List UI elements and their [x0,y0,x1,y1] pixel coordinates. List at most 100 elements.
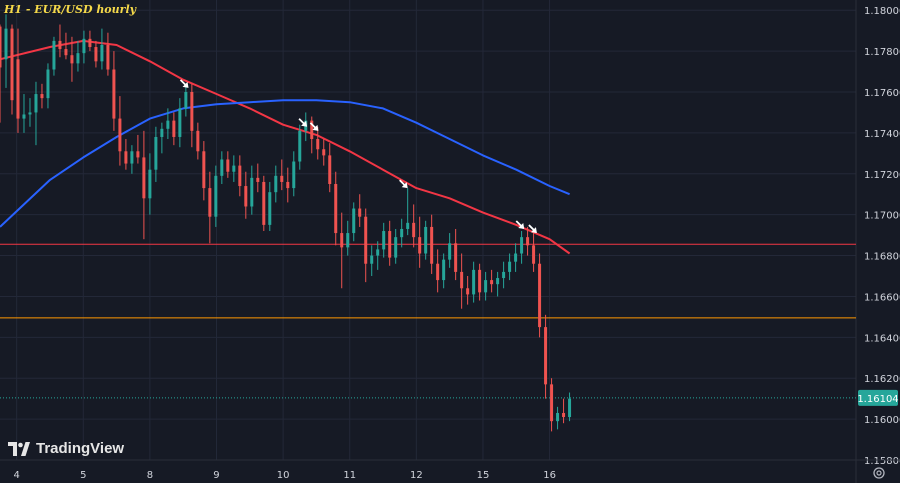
candle-body [352,208,356,234]
candle-up [52,36,56,76]
candle-down [286,167,290,203]
candle-body [160,128,164,137]
candle-body [562,412,566,418]
candle-body [142,157,146,199]
candle-down [64,32,68,60]
candle-up [268,181,272,232]
candle-body [544,327,548,385]
candle-down [208,171,212,244]
candle-down [142,130,146,240]
y-tick-label: 1.17400 [864,129,900,140]
candle-body [508,261,512,272]
candle-down [106,32,110,76]
candle-down [466,276,470,305]
candle-down [16,28,20,133]
x-tick-label: 4 [13,470,19,481]
candle-body [478,269,482,293]
candle-body [526,237,530,246]
candle-down [112,51,116,131]
candle-body [268,192,272,225]
candle-body [502,271,506,279]
y-tick-label: 1.16400 [864,333,900,344]
candle-down [136,134,140,164]
candle-body [316,139,320,150]
candle-down [550,378,554,432]
brand-name: TradingView [36,440,125,457]
candle-body [442,259,446,281]
gear-icon[interactable] [872,466,886,480]
y-tick-label: 1.16200 [864,374,900,385]
candle-up [508,253,512,281]
candle-up [214,165,218,227]
candle-down [196,122,200,160]
candle-body [172,120,176,137]
candle-body [208,188,212,217]
candle-body [46,69,50,99]
candle-body [298,130,302,162]
candle-up [28,98,32,127]
candle-body [76,53,80,64]
candle-body [16,59,20,119]
candle-body [136,151,140,158]
candle-down [430,214,434,274]
candle-up [148,153,152,215]
x-tick-label: 12 [410,470,423,481]
candle-down [340,212,344,289]
annotation-arrow [309,122,319,131]
annotation-arrow [515,220,525,229]
candle-body [322,149,326,156]
candle-body [364,216,368,264]
candle-up [520,231,524,264]
candle-up [346,220,350,256]
candle-body [70,55,74,64]
candle-up [442,253,446,289]
candle-down [478,263,482,301]
candle-body [460,271,464,289]
candle-body [334,184,338,234]
candle-body [130,151,134,164]
x-tick-label: 11 [343,470,356,481]
candle-body [568,398,572,418]
candle-up [556,406,560,430]
candle-body [514,253,518,262]
candle-up [292,151,296,197]
candle-up [406,188,410,236]
candle-down [538,253,542,338]
candle-down [88,30,92,52]
candle-body [448,243,452,260]
candle-body [100,44,104,62]
candle-down [418,216,422,268]
candle-body [292,161,296,189]
candle-body [0,26,2,68]
x-tick-label: 16 [543,470,556,481]
candle-down [334,171,338,246]
candle-body [418,237,422,254]
candle-up [220,151,224,184]
candle-body [154,136,158,170]
candle-down [526,226,530,256]
candle-body [52,40,56,70]
candle-body [346,233,350,248]
candle-up [394,228,398,264]
candle-up [184,83,188,117]
candle-down [388,220,392,266]
candle-body [382,231,386,250]
candle-down [364,208,368,283]
candle-body [472,269,476,295]
candle-up [472,261,476,303]
candle-body [202,151,206,189]
candle-up [166,108,170,140]
last-price-label: 1.16104 [857,394,898,405]
candle-down [322,139,326,166]
candle-body [232,165,236,172]
candle-down [262,175,266,232]
candle-up [352,202,356,242]
candle-body [376,249,380,256]
candle-down [310,116,314,154]
x-tick-label: 9 [213,470,219,481]
candle-down [532,233,536,272]
candle-body [40,94,44,99]
candle-down [280,159,284,191]
